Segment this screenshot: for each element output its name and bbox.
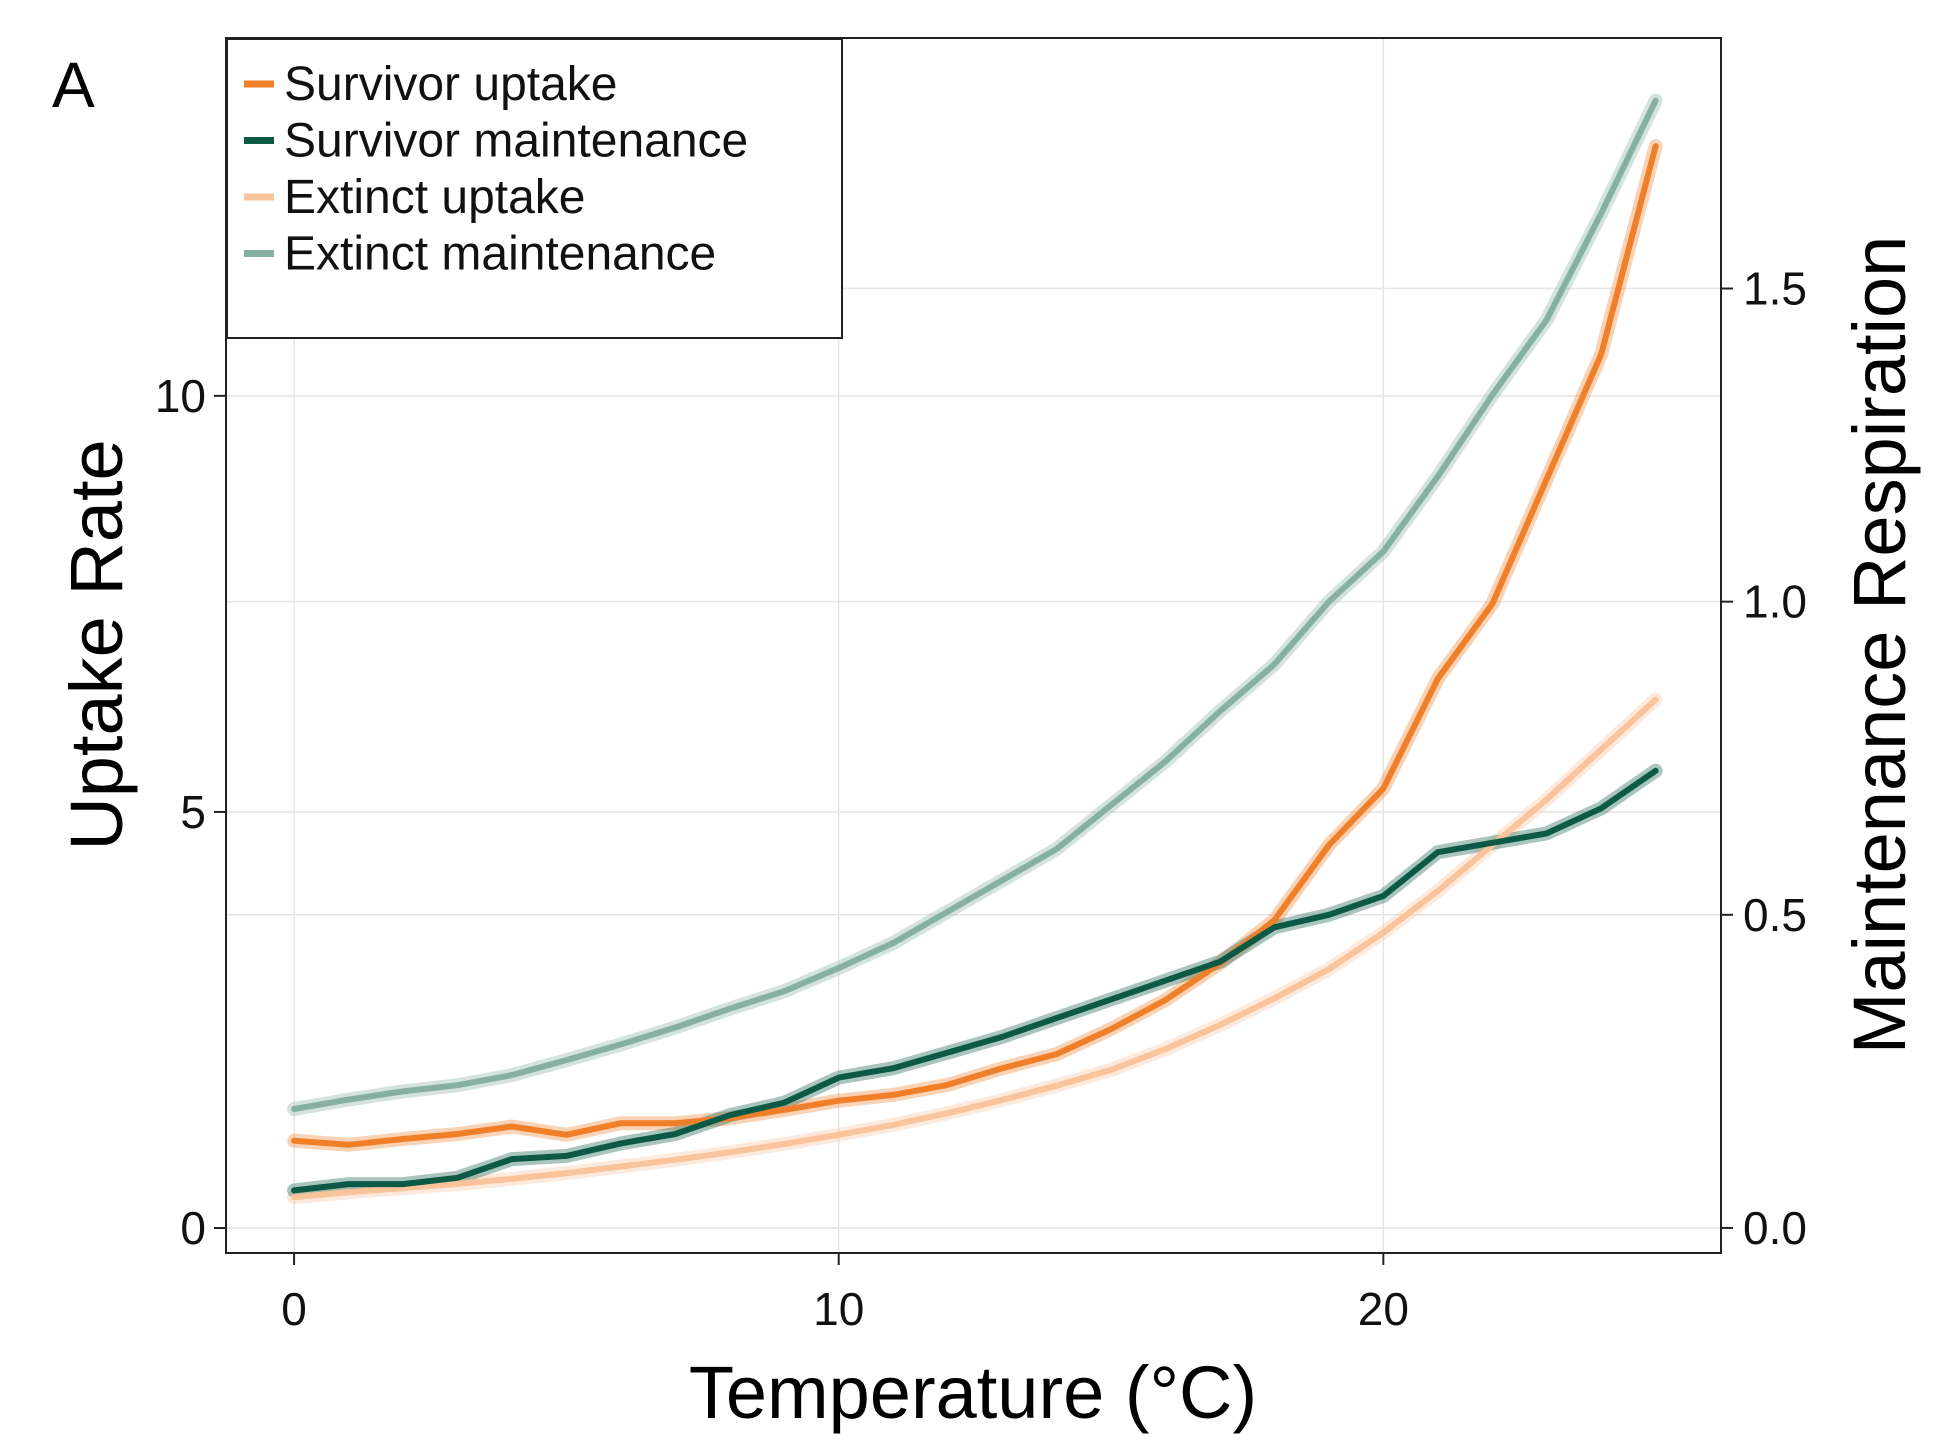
y-left-axis-title: Uptake Rate bbox=[55, 439, 138, 850]
y-right-tick-label: 0.5 bbox=[1743, 889, 1807, 941]
y-right-tick-label: 0.0 bbox=[1743, 1202, 1807, 1254]
panel-letter: A bbox=[52, 49, 95, 121]
x-axis-title: Temperature (°C) bbox=[689, 1351, 1257, 1434]
legend-label-extinct-maintenance: Extinct maintenance bbox=[284, 228, 716, 281]
series-lines bbox=[291, 97, 1659, 1201]
extinct-maintenance-line bbox=[291, 97, 1659, 1112]
x-tick-label: 20 bbox=[1358, 1283, 1409, 1335]
y-right-axis-title: Maintenance Respiration bbox=[1838, 236, 1921, 1055]
x-tick-label: 10 bbox=[813, 1283, 864, 1335]
x-tick-label: 0 bbox=[281, 1283, 307, 1335]
extinct-uptake-line bbox=[291, 696, 1659, 1201]
y-right-tick-label: 1.5 bbox=[1743, 263, 1807, 315]
y-left-tick-label: 5 bbox=[180, 786, 206, 838]
survivor-maintenance-line bbox=[291, 767, 1659, 1194]
survivor-uptake-line bbox=[291, 143, 1659, 1148]
y-right-tick-label: 1.0 bbox=[1743, 576, 1807, 628]
y-left-tick-label: 0 bbox=[180, 1202, 206, 1254]
x-axis: 0 10 20 bbox=[281, 1253, 1409, 1335]
legend-label-extinct-uptake: Extinct uptake bbox=[284, 171, 586, 224]
plot-frame bbox=[225, 37, 1722, 1254]
legend-box bbox=[226, 38, 843, 339]
y-right-axis: 0.0 0.5 1.0 1.5 bbox=[1721, 263, 1807, 1254]
y-left-axis: 0 5 10 bbox=[155, 370, 226, 1254]
legend-label-survivor-maintenance: Survivor maintenance bbox=[284, 115, 748, 168]
y-left-tick-label: 10 bbox=[155, 370, 206, 422]
legend-label-survivor-uptake: Survivor uptake bbox=[284, 58, 618, 111]
